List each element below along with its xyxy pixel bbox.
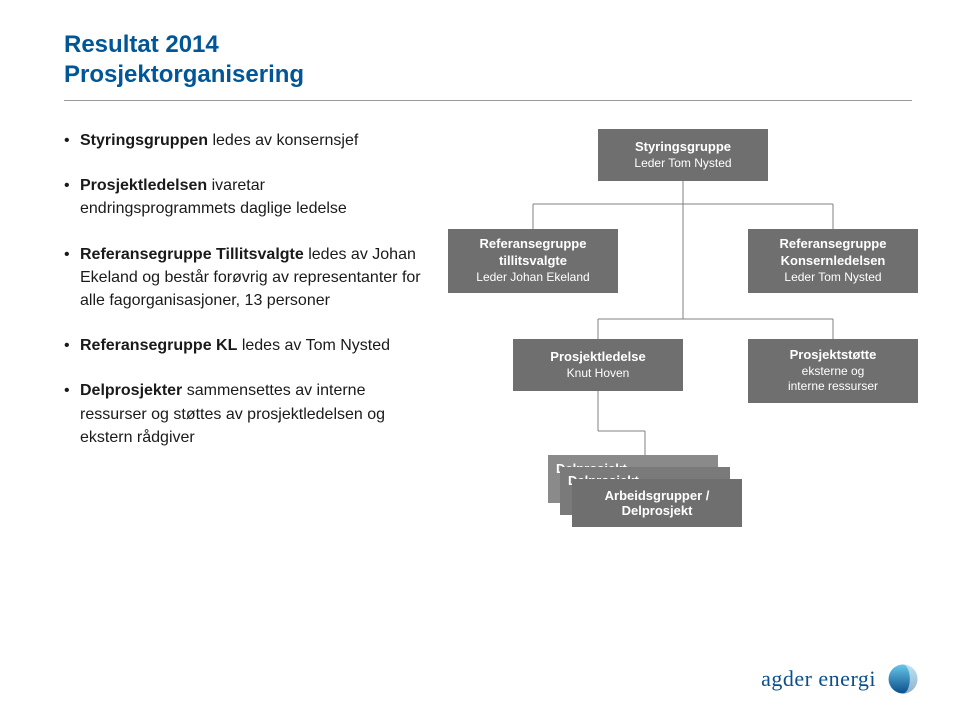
box-prosjektledelse-t1: Prosjektledelse xyxy=(550,349,645,366)
content-row: Styringsgruppen ledes av konsernsjef Pros… xyxy=(64,129,912,589)
org-chart: StyringsgruppeLeder Tom NystedReferanseg… xyxy=(448,129,912,589)
title-line2: Prosjektorganisering xyxy=(64,61,304,88)
box-styringsgruppe-t1: Styringsgruppe xyxy=(635,139,731,156)
brand-logo: agder energi xyxy=(761,662,920,696)
box-ref-konsernledelsen-t1: Konsernledelsen xyxy=(781,253,886,270)
bullet-lead: Delprosjekter xyxy=(80,382,182,399)
box-styringsgruppe: StyringsgruppeLeder Tom Nysted xyxy=(598,129,768,181)
bullet-item: Referansegruppe KL ledes av Tom Nysted xyxy=(64,334,424,357)
box-prosjektstotte: Prosjektstøtteeksterne oginterne ressurs… xyxy=(748,339,918,403)
bullet-rest: ledes av konsernsjef xyxy=(208,132,358,149)
box-ref-konsernledelsen: ReferansegruppeKonsernledelsenLeder Tom … xyxy=(748,229,918,293)
bullet-rest: ledes av Tom Nysted xyxy=(237,337,390,354)
bullet-lead: Referansegruppe Tillitsvalgte xyxy=(80,246,304,263)
bullet-column: Styringsgruppen ledes av konsernsjef Pros… xyxy=(64,129,424,589)
brand-logo-mark xyxy=(886,662,920,696)
bullet-item: Delprosjekter sammensettes av interne re… xyxy=(64,379,424,449)
bullet-list: Styringsgruppen ledes av konsernsjef Pros… xyxy=(64,129,424,449)
bullet-lead: Styringsgruppen xyxy=(80,132,208,149)
box-ref-konsernledelsen-t2: Leder Tom Nysted xyxy=(784,270,881,286)
box-prosjektledelse-t2: Knut Hoven xyxy=(567,366,630,382)
box-delprosjekt-front: Arbeidsgrupper /Delprosjekt xyxy=(572,479,742,527)
box-prosjektledelse: ProsjektledelseKnut Hoven xyxy=(513,339,683,391)
box-prosjektstotte-t1: Prosjektstøtte xyxy=(790,347,877,364)
title-block: Resultat 2014 Prosjektorganisering xyxy=(64,30,912,101)
box-prosjektstotte-t2: eksterne og xyxy=(802,364,865,380)
box-ref-tillitsvalgte: ReferansegruppetillitsvalgteLeder Johan … xyxy=(448,229,618,293)
box-ref-tillitsvalgte-t1: tillitsvalgte xyxy=(499,253,567,270)
box-ref-tillitsvalgte-t1: Referansegruppe xyxy=(480,236,587,253)
bullet-item: Referansegruppe Tillitsvalgte ledes av J… xyxy=(64,243,424,313)
box-prosjektstotte-t2: interne ressurser xyxy=(788,379,878,395)
bullet-lead: Referansegruppe KL xyxy=(80,337,237,354)
box-ref-konsernledelsen-t1: Referansegruppe xyxy=(780,236,887,253)
bullet-item: Styringsgruppen ledes av konsernsjef xyxy=(64,129,424,152)
bullet-item: Prosjektledelsen ivaretar endringsprogra… xyxy=(64,174,424,220)
box-styringsgruppe-t2: Leder Tom Nysted xyxy=(634,156,731,172)
brand-logo-text: agder energi xyxy=(761,666,876,692)
title-divider xyxy=(64,100,912,101)
page-title: Resultat 2014 Prosjektorganisering xyxy=(64,30,912,90)
slide: Resultat 2014 Prosjektorganisering Styri… xyxy=(0,0,960,720)
box-delprosjekt-stack: DelprosjektDelprosjektArbeidsgrupper /De… xyxy=(548,455,742,527)
box-ref-tillitsvalgte-t2: Leder Johan Ekeland xyxy=(476,270,589,286)
title-line1: Resultat 2014 xyxy=(64,31,219,58)
bullet-lead: Prosjektledelsen xyxy=(80,177,207,194)
